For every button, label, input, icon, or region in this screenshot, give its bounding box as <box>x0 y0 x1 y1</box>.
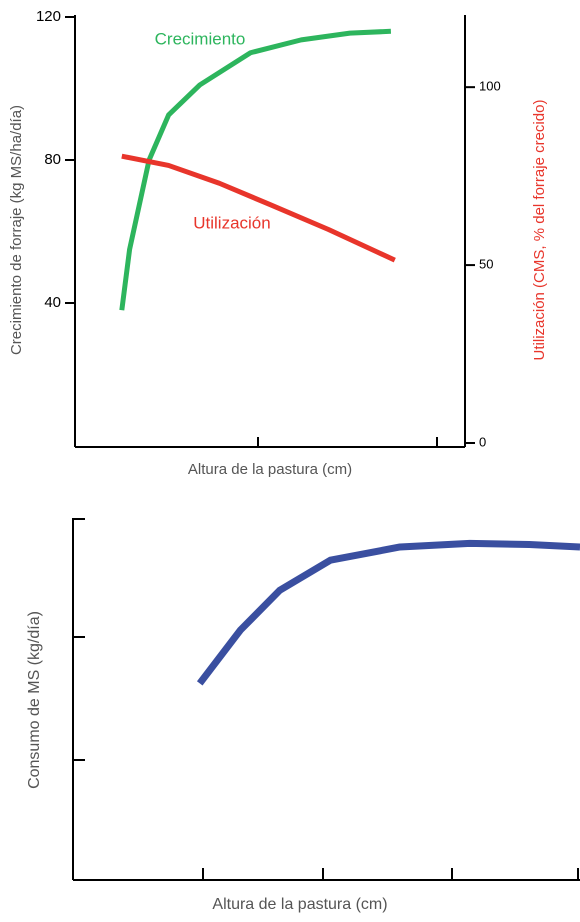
series-line <box>119 28 392 311</box>
chart-1: Crecimiento de forraje (kg MS/ha/día) Ut… <box>8 15 548 478</box>
y2-axis-label: Utilización (CMS, % del forraje crecido) <box>531 100 548 361</box>
series-line <box>196 539 580 686</box>
y-axis-label: Crecimiento de forraje (kg MS/ha/día) <box>8 105 25 355</box>
chart-2: Consumo de MS (kg/día) Altura de la past… <box>26 518 580 913</box>
x-axis-label: Altura de la pastura (cm) <box>188 461 352 478</box>
y2-tick-label: 100 <box>479 79 501 94</box>
y2-tick-label: 50 <box>479 257 493 272</box>
series-label: Utilización <box>193 213 270 232</box>
y-tick-label: 120 <box>36 8 61 25</box>
series-line <box>121 153 396 263</box>
y-tick-label: 80 <box>44 151 61 168</box>
series-label: Crecimiento <box>155 29 246 48</box>
y-tick-label: 40 <box>44 294 61 311</box>
x-axis-label: Altura de la pastura (cm) <box>212 896 387 913</box>
y2-tick-label: 0 <box>479 434 486 449</box>
y-axis-label: Consumo de MS (kg/día) <box>26 611 43 789</box>
